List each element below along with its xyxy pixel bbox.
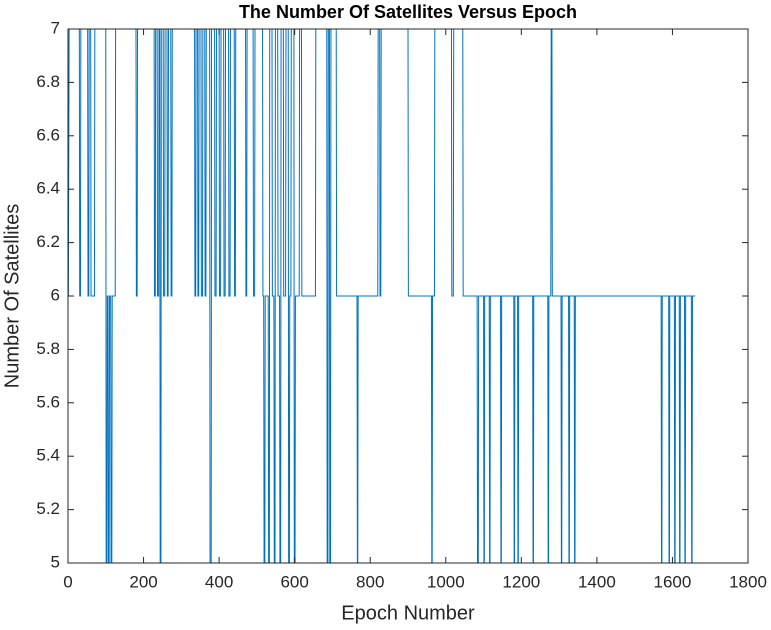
y-tick-label: 6.8: [36, 72, 60, 91]
x-tick-label: 1600: [654, 572, 692, 591]
y-tick-label: 6.4: [36, 179, 60, 198]
y-tick-label: 5.6: [36, 392, 60, 411]
y-tick-label: 5.2: [36, 499, 60, 518]
y-axis-label: Number Of Satellites: [1, 204, 23, 389]
x-tick-label: 0: [63, 572, 72, 591]
y-tick-label: 6: [51, 285, 60, 304]
y-tick-label: 5.8: [36, 339, 60, 358]
chart-title: The Number Of Satellites Versus Epoch: [239, 2, 577, 22]
y-tick-label: 6.2: [36, 232, 60, 251]
x-axis-label: Epoch Number: [341, 602, 475, 624]
x-tick-label: 600: [280, 572, 308, 591]
x-tick-label: 1800: [729, 572, 767, 591]
y-tick-label: 6.6: [36, 125, 60, 144]
y-tick-label: 7: [51, 18, 60, 37]
x-tick-label: 200: [129, 572, 157, 591]
x-tick-label: 1200: [502, 572, 540, 591]
x-tick-label: 1000: [427, 572, 465, 591]
y-tick-label: 5: [51, 552, 60, 571]
x-tick-label: 800: [356, 572, 384, 591]
y-tick-label: 5.4: [36, 446, 60, 465]
x-tick-label: 400: [205, 572, 233, 591]
x-tick-label: 1400: [578, 572, 616, 591]
